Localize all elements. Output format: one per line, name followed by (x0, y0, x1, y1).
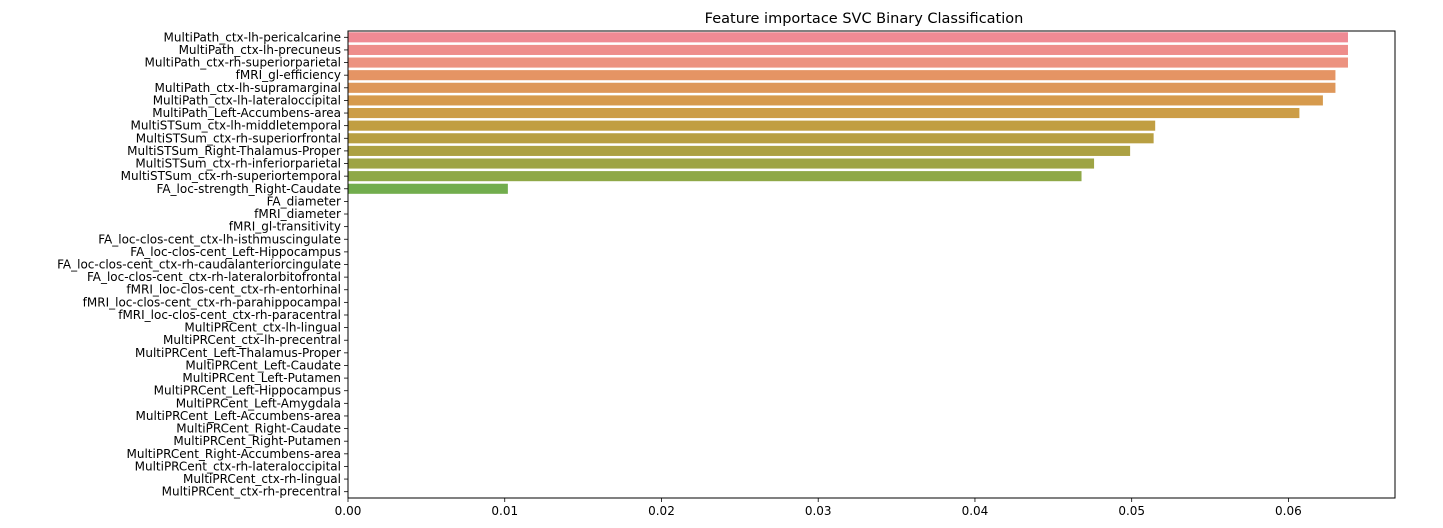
y-tick-label: FA_loc-clos-cent_ctx-rh-caudalanteriorci… (57, 258, 341, 272)
y-tick-label: FA_loc-clos-cent_Left-Hippocampus (130, 245, 341, 259)
y-tick-label: fMRI_diameter (254, 207, 341, 221)
bar (348, 133, 1154, 144)
y-tick-label: fMRI_loc-clos-cent_ctx-rh-parahippocampa… (83, 295, 341, 309)
y-tick-label: MultiSTSum_ctx-rh-superiorfrontal (136, 131, 341, 145)
bar (348, 145, 1131, 156)
y-tick-label: MultiPRCent_Left-Accumbens-area (136, 409, 341, 423)
x-axis: 0.00 0.01 0.02 0.03 0.04 0.05 0.06 (335, 498, 1302, 518)
y-tick-label: MultiSTSum_Right-Thalamus-Proper (127, 144, 341, 158)
y-tick-label: FA_loc-strength_Right-Caudate (157, 182, 341, 196)
y-tick-label: MultiPRCent_Left-Amygdala (176, 396, 341, 410)
y-tick-label: fMRI_gl-transitivity (229, 220, 341, 234)
y-tick-label: FA_loc-clos-cent_ctx-lh-isthmuscingulate (98, 232, 341, 246)
bar (348, 107, 1300, 119)
chart-title: Feature importace SVC Binary Classificat… (705, 11, 1024, 27)
y-tick-label: MultiPRCent_Left-Caudate (185, 358, 341, 372)
y-tick-label: MultiPRCent_ctx-lh-precentral (163, 333, 341, 347)
bars (348, 32, 1348, 194)
y-tick-label: MultiPath_ctx-lh-pericalcarine (164, 30, 341, 44)
y-tick-label: MultiPath_Left-Accumbens-area (152, 106, 341, 120)
y-tick-label: MultiPath_ctx-lh-precuneus (179, 43, 341, 57)
y-tick-label: MultiPRCent_Right-Putamen (173, 434, 341, 448)
plot-frame (347, 30, 1396, 499)
y-tick-label: MultiPRCent_ctx-lh-lingual (184, 321, 341, 335)
y-tick-label: MultiPRCent_Left-Putamen (182, 371, 341, 385)
bar (348, 120, 1156, 131)
x-tick-label: 0.03 (805, 504, 832, 518)
bar (348, 57, 1348, 68)
bar (348, 82, 1336, 93)
y-tick-label: MultiPRCent_Left-Thalamus-Proper (135, 346, 341, 360)
y-tick-label: MultiPRCent_ctx-rh-lingual (183, 472, 341, 486)
y-tick-label: MultiPRCent_Right-Accumbens-area (127, 447, 341, 461)
y-tick-label: MultiPRCent_ctx-rh-precentral (162, 485, 341, 499)
y-tick-label: fMRI_loc-clos-cent_ctx-rh-entorhinal (126, 283, 341, 297)
y-tick-label: FA_diameter (267, 194, 341, 208)
y-tick-label: fMRI_gl-efficiency (236, 68, 341, 82)
bar (348, 171, 1082, 182)
x-tick-label: 0.06 (1275, 504, 1302, 518)
bar (348, 32, 1348, 43)
x-tick-label: 0.02 (648, 504, 675, 518)
bar (348, 158, 1095, 169)
bar (348, 44, 1348, 55)
y-tick-label: MultiSTSum_ctx-rh-inferiorparietal (135, 157, 341, 171)
y-tick-labels: MultiPath_ctx-lh-pericalcarineMultiPath_… (57, 30, 348, 499)
bar (348, 95, 1323, 106)
y-tick-label: MultiSTSum_ctx-lh-middletemporal (130, 119, 341, 133)
y-tick-label: MultiSTSum_ctx-rh-superiortemporal (121, 169, 341, 183)
x-tick-label: 0.00 (335, 504, 362, 518)
y-tick-label: MultiPath_ctx-lh-lateraloccipital (153, 93, 341, 107)
y-tick-label: MultiPRCent_ctx-rh-lateraloccipital (135, 459, 341, 473)
y-tick-label: MultiPRCent_Left-Hippocampus (154, 384, 341, 398)
x-tick-label: 0.01 (491, 504, 518, 518)
y-tick-label: FA_loc-clos-cent_ctx-rh-lateralorbitofro… (87, 270, 341, 284)
bar (348, 70, 1336, 81)
y-tick-label: MultiPath_ctx-lh-supramarginal (155, 81, 341, 95)
y-tick-label: MultiPath_ctx-rh-superiorparietal (145, 56, 342, 70)
bar (348, 183, 508, 194)
y-tick-label: fMRI_loc-clos-cent_ctx-rh-paracentral (118, 308, 341, 322)
x-tick-label: 0.05 (1118, 504, 1145, 518)
y-tick-label: MultiPRCent_Right-Caudate (176, 422, 341, 436)
x-tick-label: 0.04 (962, 504, 989, 518)
